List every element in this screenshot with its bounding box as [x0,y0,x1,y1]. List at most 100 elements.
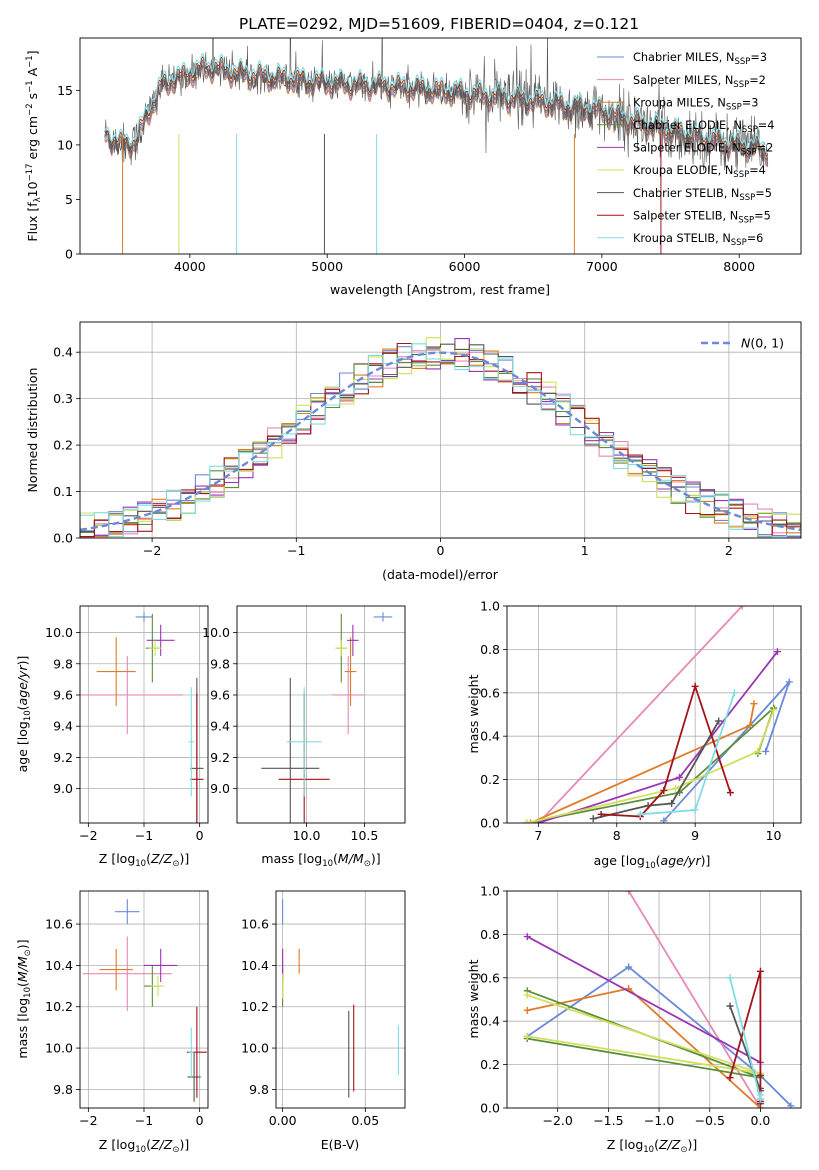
y-tick-label: 0.2 [53,438,73,453]
y-axis-label: Normed distribution [25,368,40,493]
y-tick-label: 10.0 [45,1041,73,1056]
weight-marker-salpeter_elodie [675,773,683,781]
weight-marker-kroupa_stelib [691,806,699,814]
label-part: age/yr [15,665,30,706]
label-part: 10 [23,710,33,721]
y-tick-label: 10.0 [202,625,230,640]
panel-mass_vs_ebv: 0.00 0.05 9.8 10.0 10.2 10.4 10.6 E(B-V) [241,890,406,1152]
x-tick-label: −1 [287,543,305,558]
weight-line-kroupa_stelib [729,977,762,1100]
weight-marker-kroupa_elodie [523,819,531,823]
x-tick-label: 9 [691,828,699,843]
label-part: Flux [f [25,202,40,242]
axes-frame [506,605,802,824]
label-part: ⊙ [172,859,179,869]
label-part: M/M [338,851,364,866]
label-part: 10 [135,1145,146,1155]
label-part: age [log [15,721,30,772]
x-tick-label: 0.00 [269,1113,297,1128]
x-axis-label: wavelength [Angstrom, rest frame] [330,282,550,297]
y-tick-label: 9.6 [210,687,230,702]
x-tick-label: 0.05 [351,1113,379,1128]
label-part: )] [687,1137,697,1152]
spectrum-model-salpeter_stelib [104,56,769,157]
x-tick-label: −1 [135,1113,153,1128]
label-part: Kroupa MILES, N [633,96,726,109]
y-tick-label: 1.0 [480,599,500,614]
y-tick-label: 0.0 [480,1101,500,1116]
x-tick-label: 1 [581,543,589,558]
weight-line-kroupa_elodie [527,994,761,1075]
weight-line-chabrier_stelib [592,720,720,820]
label-part: Z [log [99,851,135,866]
y-axis-label: age [log10​(age/yr)] [15,656,33,773]
label-part: ( [333,851,338,866]
weight-marker-salpeter_miles [625,891,633,895]
legend-entry: Kroupa ELODIE, NSSP​=4 [633,164,766,180]
label-part: =6 [747,232,764,245]
weight-marker-salpeter_stelib [756,1071,764,1079]
label-part: 10 [23,987,33,998]
histogram-salpeter_miles [80,346,801,538]
x-tick-label: 10.0 [293,828,321,843]
x-tick-label: 7000 [586,259,618,274]
y-tick-label: 9.8 [210,656,230,671]
y-tick-label: 15 [57,83,73,98]
y-axis-label: mass [log10​(M/M⊙​)] [15,939,33,1058]
legend-entry: Kroupa MILES, NSSP​=3 [633,96,758,112]
x-tick-label: −2.0 [543,1113,573,1128]
weight-marker-salpeter_elodie [523,933,531,941]
x-tick-label: −1.5 [593,1113,623,1128]
label-part: Normed distribution [25,368,40,493]
weight-line-salpeter_miles [627,891,762,1108]
x-tick-label: −2 [79,1113,97,1128]
x-tick-label: −2 [143,543,161,558]
label-part: ( [15,982,30,987]
weight-marker-salpeter_stelib [691,682,699,690]
y-tick-label: 10.2 [45,999,73,1014]
y-tick-label: 9.6 [53,687,73,702]
label-part: )] [701,853,711,868]
label-part: 10 [322,859,333,869]
weight-marker-chabrier_stelib [726,1002,734,1010]
x-tick-label: −1.0 [644,1113,674,1128]
label-part: )] [15,656,30,666]
y-tick-label: 9.0 [53,781,73,796]
panel-age_vs_mass: 10.0 10.5 9.0 9.2 9.4 9.6 9.8 10.0 mass [log10​(… [202,605,406,869]
label-part: ( [146,1137,151,1152]
legend-entry: N(0, 1) [741,336,784,351]
x-axis-label: Z [log10​(Z/Z⊙​)] [99,851,189,869]
weight-marker-chabrier_stelib [668,799,676,807]
spectrum-model-kroupa_stelib [104,52,769,154]
weight-marker-kroupa_miles [746,721,754,729]
y-axis-label: mass weight [466,674,481,753]
label-part: SSP [731,238,747,248]
label-part: −1 [25,80,35,93]
label-part: −17 [25,163,35,181]
y-tick-label: 0.2 [480,1057,500,1072]
axes-frame [506,890,802,1109]
x-tick-label: 0 [437,543,445,558]
x-axis-label: E(B-V) [321,1137,360,1152]
label-part: ( [656,853,661,868]
label-part: mass [log [15,998,30,1059]
y-tick-label: 0.0 [53,531,73,546]
y-tick-label: 5 [65,192,73,207]
x-axis-label: Z [log10​(Z/Z⊙​)] [99,1137,189,1155]
weight-line-salpeter_elodie [526,935,761,1064]
plot-area [82,899,207,1102]
x-tick-label: 0.0 [751,1113,771,1128]
x-tick-label: 4000 [174,259,206,274]
label-part: )] [15,939,30,949]
y-tick-label: 9.4 [53,719,73,734]
y-tick-label: 9.2 [53,750,73,765]
label-part: s [25,93,40,104]
figure-title: PLATE=0292, MJD=51609, FIBERID=0404, z=0… [239,15,639,33]
y-tick-label: 10.4 [45,958,73,973]
weight-line-salpeter_stelib [729,971,762,1102]
axes-frame [236,605,406,824]
weight-marker-kroupa_miles [750,700,758,708]
label-part: age/yr [661,853,702,868]
weight-marker-salpeter_miles [738,606,746,610]
plot-area [523,891,795,1108]
